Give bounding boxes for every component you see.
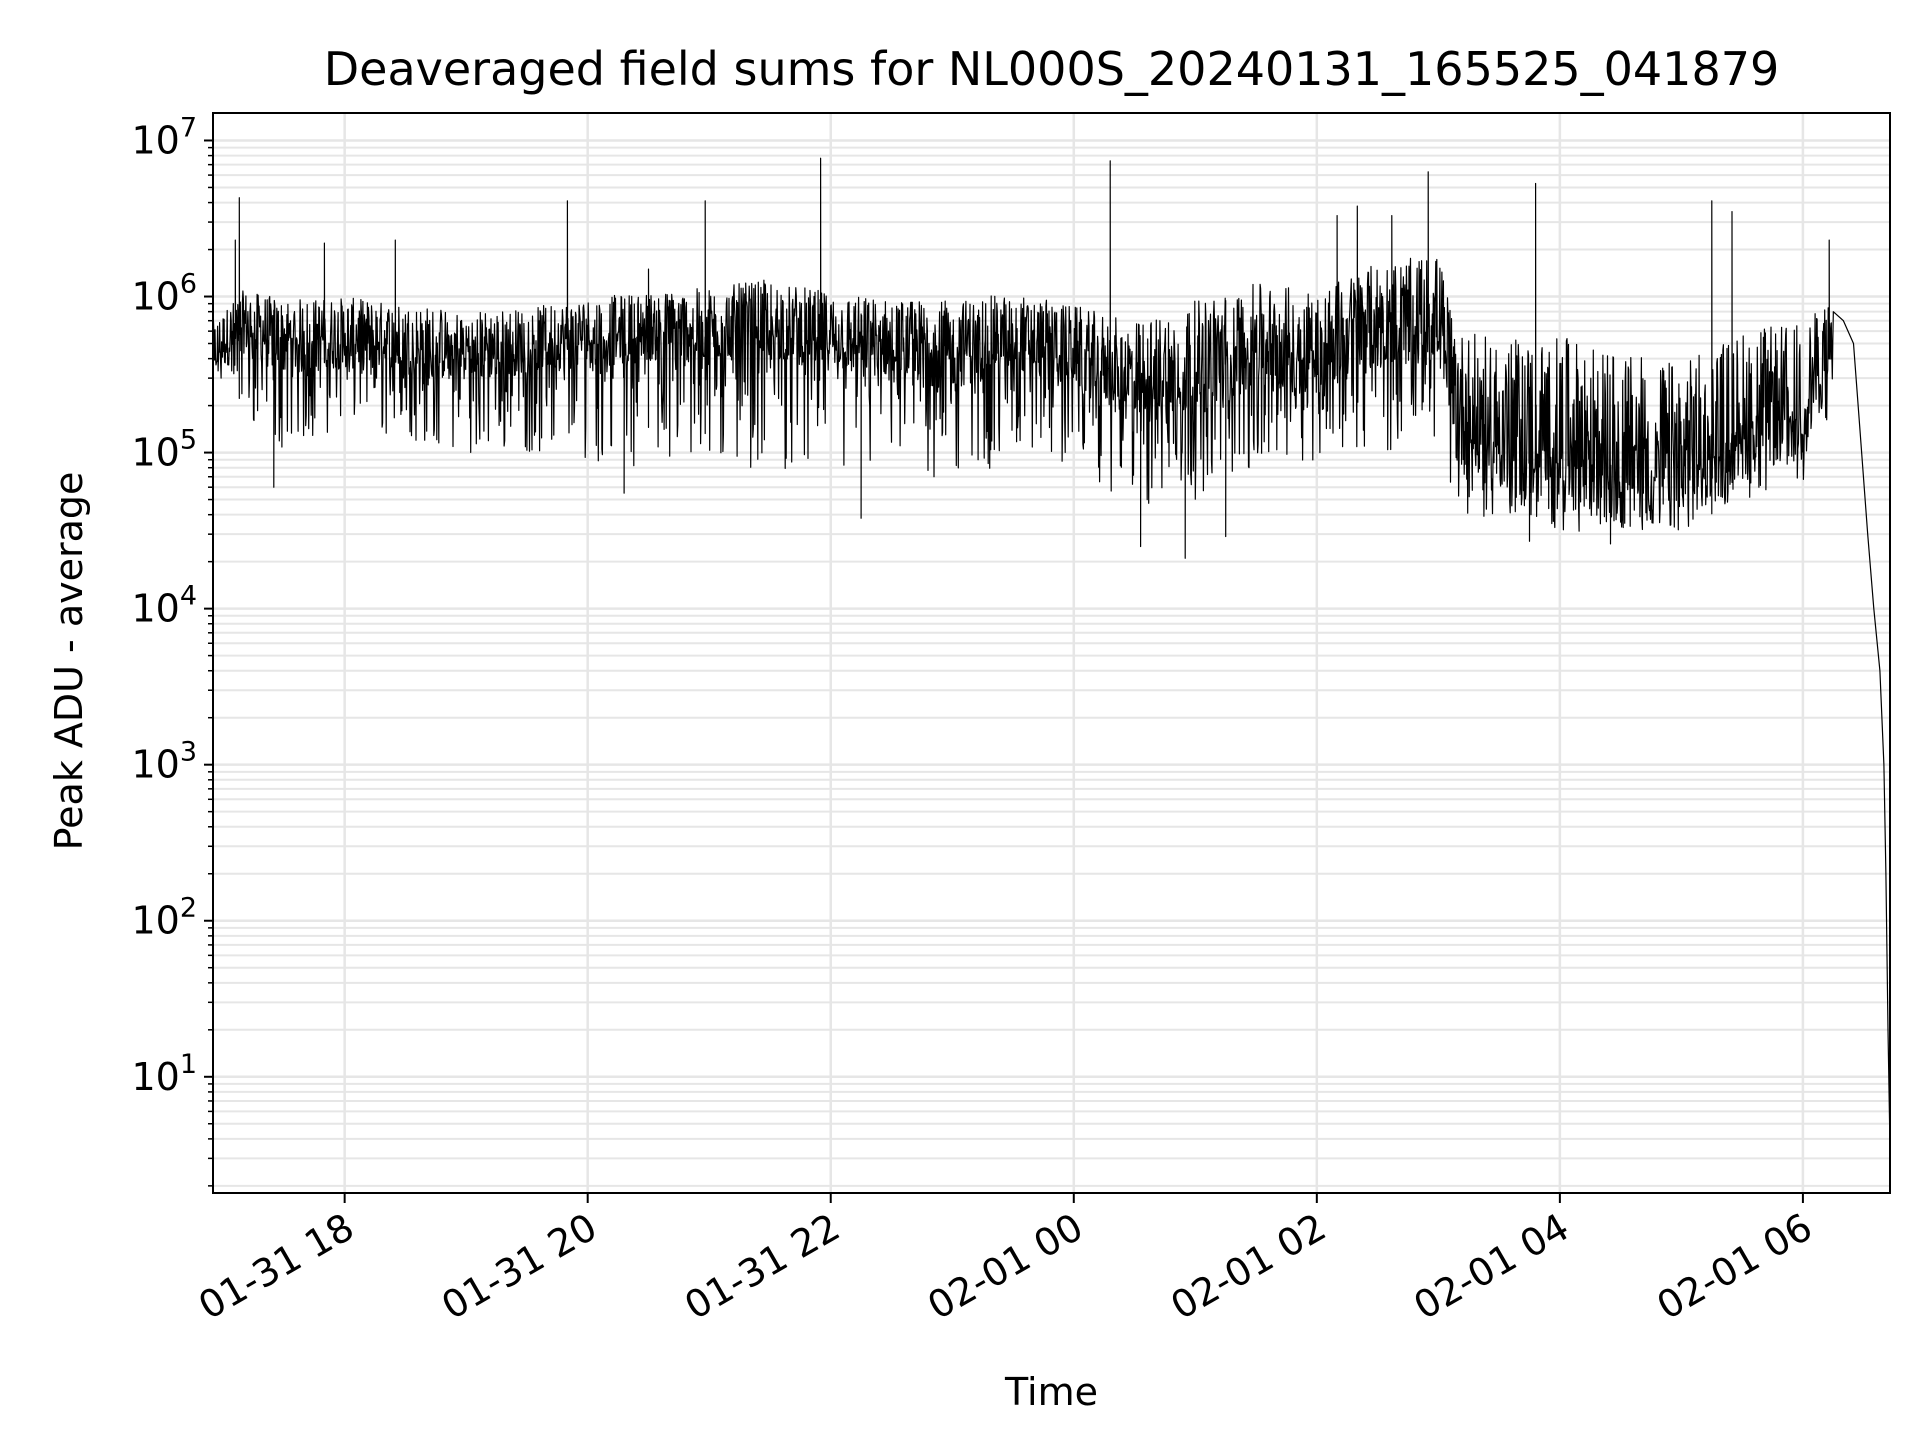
y-tick-label: 103 xyxy=(131,737,197,787)
x-axis-label: Time xyxy=(1004,1370,1098,1414)
y-tick-label: 106 xyxy=(131,269,197,319)
y-tick-label: 105 xyxy=(131,425,197,475)
y-tick-label: 107 xyxy=(131,112,197,162)
chart-title: Deaveraged field sums for NL000S_2024013… xyxy=(324,42,1780,96)
y-tick-label: 104 xyxy=(131,581,197,631)
y-axis-label: Peak ADU - average xyxy=(47,472,91,851)
y-tick-label: 101 xyxy=(131,1049,197,1099)
plot-frame xyxy=(212,112,1891,1194)
y-tick-label: 102 xyxy=(131,893,197,943)
series-line-path xyxy=(212,157,1891,1148)
series-line xyxy=(212,157,1891,1148)
